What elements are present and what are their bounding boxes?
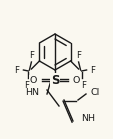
Text: O: O — [72, 75, 80, 85]
Text: F: F — [29, 51, 34, 60]
Text: NH: NH — [80, 114, 94, 122]
Text: O: O — [29, 75, 37, 85]
Text: F: F — [24, 81, 29, 90]
Text: F: F — [14, 65, 19, 75]
Text: F: F — [90, 65, 95, 75]
Text: F: F — [75, 51, 80, 60]
Text: Cl: Cl — [90, 87, 99, 96]
Text: S: S — [50, 74, 59, 86]
Text: HN: HN — [25, 87, 39, 96]
Text: F: F — [80, 81, 85, 90]
